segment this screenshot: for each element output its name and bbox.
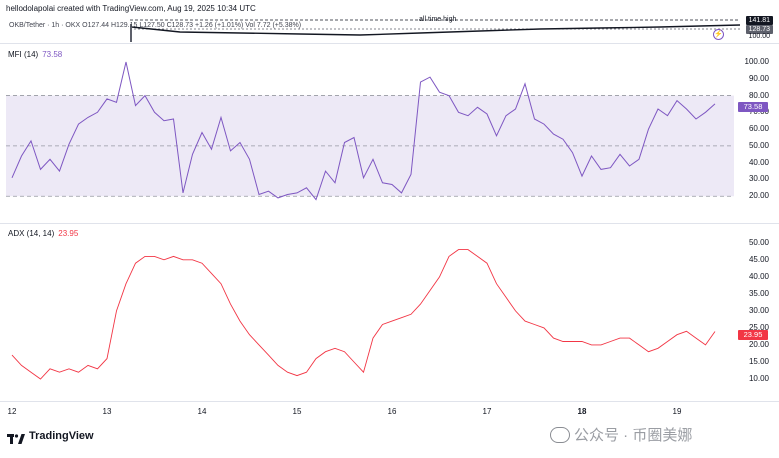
symbol-legend[interactable]: OKB/Tether · 1h · OKX O127.44 H129.15 L1… bbox=[9, 22, 302, 29]
time-tick-label: 13 bbox=[102, 407, 112, 416]
mfi-tick-label: 100.00 bbox=[744, 57, 769, 66]
all-time-high-label: all time high bbox=[419, 16, 457, 23]
mfi-tick-label: 60.00 bbox=[748, 124, 769, 134]
adx-tick-label: 15.00 bbox=[748, 356, 769, 366]
mfi-tick-label: 50.00 bbox=[748, 140, 769, 150]
adx-tick-label: 40.00 bbox=[748, 271, 769, 281]
mfi-tick-label: 30.00 bbox=[748, 174, 769, 184]
adx-tick-label: 35.00 bbox=[748, 288, 769, 298]
price-tag-ath: 141.81 bbox=[745, 16, 773, 25]
mfi-value: 73.58 bbox=[42, 50, 63, 59]
tradingview-logo-icon bbox=[7, 431, 25, 444]
price-axis-100: 100.00 bbox=[748, 33, 770, 40]
adx-series-line bbox=[11, 249, 716, 380]
time-tick-label: 17 bbox=[482, 407, 492, 416]
tradingview-logo-text: TradingView bbox=[29, 430, 94, 442]
mfi-tick-label: 90.00 bbox=[748, 73, 769, 83]
time-tick-label: 15 bbox=[292, 407, 302, 416]
tradingview-logo[interactable]: TradingView bbox=[7, 430, 94, 444]
time-tick-label: 12 bbox=[7, 407, 17, 416]
adx-tick-label: 20.00 bbox=[748, 339, 769, 349]
adx-tick-label: 25.00 bbox=[748, 322, 769, 332]
time-axis-divider bbox=[0, 401, 779, 402]
time-tick-label: 14 bbox=[197, 407, 207, 416]
panel-divider[interactable] bbox=[0, 43, 779, 44]
wechat-watermark: 公众号 · 币圈美娜 bbox=[550, 424, 692, 445]
time-tick-label: 18 bbox=[577, 407, 587, 416]
mfi-series-line bbox=[11, 61, 716, 201]
candle-mark bbox=[130, 24, 132, 42]
settings-icon[interactable]: ⚡ bbox=[713, 29, 724, 40]
panel-divider[interactable] bbox=[0, 223, 779, 224]
adx-title-row[interactable]: ADX (14, 14) 23.95 bbox=[8, 229, 78, 238]
time-tick-label: 16 bbox=[387, 407, 397, 416]
adx-value-tag: 23.95 bbox=[738, 330, 768, 340]
wechat-icon bbox=[550, 426, 570, 443]
adx-tick-label: 50.00 bbox=[748, 237, 769, 247]
adx-value: 23.95 bbox=[58, 229, 79, 238]
time-tick-label: 19 bbox=[672, 407, 682, 416]
adx-title: ADX (14, 14) bbox=[8, 229, 55, 238]
adx-tick-label: 10.00 bbox=[748, 373, 769, 383]
mfi-tick-label: 20.00 bbox=[748, 191, 769, 201]
adx-tick-label: 30.00 bbox=[748, 305, 769, 315]
mfi-title-row[interactable]: MFI (14) 73.58 bbox=[8, 50, 62, 59]
price-tag-current: 128.73 bbox=[745, 25, 773, 34]
mfi-title: MFI (14) bbox=[8, 50, 39, 59]
price-line bbox=[131, 24, 741, 36]
header-credit: hellodolapolai created with TradingView.… bbox=[6, 4, 256, 13]
mfi-tick-label: 80.00 bbox=[748, 90, 769, 100]
watermark-text: 公众号 · 币圈美娜 bbox=[574, 427, 693, 444]
mfi-tick-label: 40.00 bbox=[748, 157, 769, 167]
adx-tick-label: 45.00 bbox=[748, 254, 769, 264]
mfi-value-tag: 73.58 bbox=[738, 102, 768, 112]
